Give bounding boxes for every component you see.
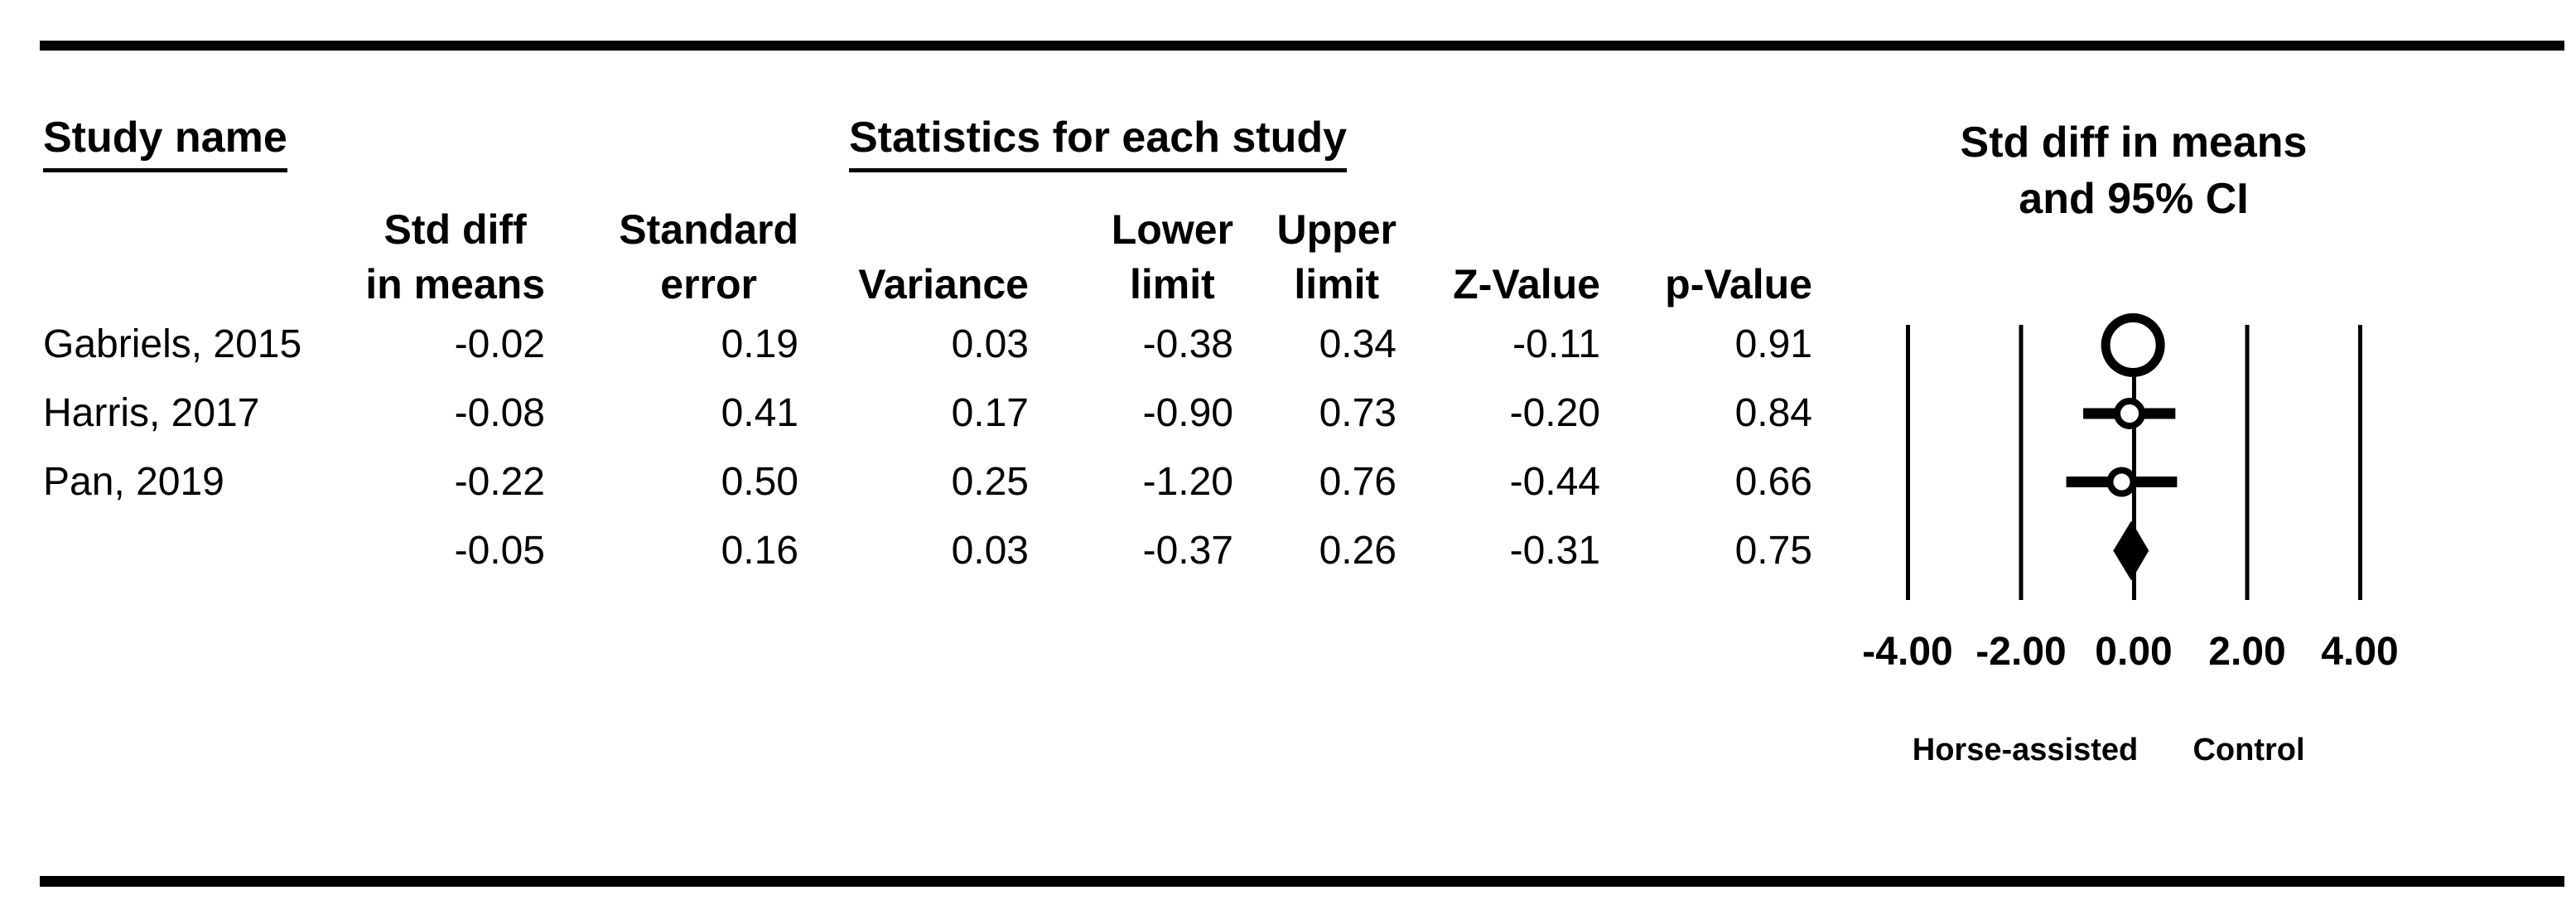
std-diff-value: -0.05 (454, 529, 545, 573)
column-header-variance: Variance (858, 257, 1029, 312)
std-diff-value: -0.22 (454, 460, 545, 504)
upper-limit-value: 0.34 (1319, 322, 1397, 366)
plot-title: Std diff in means and 95% CI (1802, 114, 2465, 227)
bottom-rule (40, 876, 2564, 887)
column-header-line2: limit (1129, 261, 1215, 307)
column-header-line2: error (660, 261, 758, 307)
column-header-line2: p-Value (1665, 261, 1812, 307)
x-tick-label: -4.00 (1862, 630, 1953, 674)
column-header-upper-limit: Upper limit (1277, 202, 1397, 312)
study-table: Gabriels, 2015 -0.02 0.19 0.03 -0.38 0.3… (43, 310, 1812, 585)
overall-diamond-marker (2113, 520, 2149, 581)
favours-right-label: Control (2192, 733, 2305, 767)
z-value: -0.11 (1512, 322, 1600, 366)
study-name: Harris, 2017 (43, 391, 260, 435)
column-header-line2: Z-Value (1453, 261, 1600, 307)
column-header-p-value: p-Value (1665, 257, 1812, 312)
table-row-gabriels-2015: Gabriels, 2015 -0.02 0.19 0.03 -0.38 0.3… (43, 310, 1812, 379)
column-header-line1: Std diff (384, 206, 527, 253)
std-diff-value: -0.02 (454, 322, 545, 366)
x-tick-label: -2.00 (1975, 630, 2067, 674)
plot-title-line1: Std diff in means (1960, 119, 2308, 167)
top-rule (40, 41, 2564, 51)
stats-group-header: Statistics for each study (849, 114, 1348, 172)
standard-error-value: 0.50 (721, 460, 798, 504)
upper-limit-value: 0.73 (1319, 391, 1397, 435)
variance-value: 0.03 (951, 529, 1029, 573)
study-name-header: Study name (43, 114, 287, 172)
lower-limit-value: -0.90 (1142, 391, 1233, 435)
std-diff-value: -0.08 (454, 391, 545, 435)
study-point-marker (2114, 398, 2146, 429)
p-value: 0.66 (1734, 460, 1812, 504)
lower-limit-value: -1.20 (1142, 460, 1233, 504)
stats-group-header-text: Statistics for each study (849, 114, 1348, 172)
column-header-std-diff-in-means: Std diff in means (365, 202, 545, 312)
variance-value: 0.03 (951, 322, 1029, 366)
table-row-overall: -0.05 0.16 0.03 -0.37 0.26 -0.31 0.75 (43, 516, 1812, 585)
column-header-lower-limit: Lower limit (1112, 202, 1233, 312)
study-name: Pan, 2019 (43, 460, 224, 504)
x-tick-label: 2.00 (2208, 630, 2286, 674)
lower-limit-value: -0.38 (1142, 322, 1233, 366)
z-value: -0.31 (1509, 529, 1600, 573)
standard-error-value: 0.19 (721, 322, 798, 366)
table-row-harris-2017: Harris, 2017 -0.08 0.41 0.17 -0.90 0.73 … (43, 379, 1812, 448)
standard-error-value: 0.16 (721, 529, 798, 573)
column-header-line2: Variance (858, 261, 1029, 307)
plot-title-line2: and 95% CI (2019, 175, 2249, 223)
x-tick-label: 4.00 (2321, 630, 2399, 674)
lower-limit-value: -0.37 (1142, 529, 1233, 573)
column-header-z-value: Z-Value (1453, 257, 1600, 312)
upper-limit-value: 0.26 (1319, 529, 1397, 573)
variance-value: 0.25 (951, 460, 1029, 504)
study-point-marker (2101, 313, 2165, 377)
z-value: -0.20 (1509, 391, 1600, 435)
study-name-header-text: Study name (43, 114, 287, 172)
column-header-line1: Upper (1276, 206, 1397, 253)
column-header-line1: Standard (619, 206, 798, 253)
standard-error-value: 0.41 (721, 391, 798, 435)
column-header-line2: in means (365, 261, 545, 307)
column-header-line1: Lower (1111, 206, 1233, 253)
table-row-pan-2019: Pan, 2019 -0.22 0.50 0.25 -1.20 0.76 -0.… (43, 448, 1812, 516)
p-value: 0.75 (1734, 529, 1812, 573)
favours-left-label: Horse-assisted (1912, 733, 2139, 767)
z-value: -0.44 (1509, 460, 1600, 504)
x-tick-label: 0.00 (2095, 630, 2173, 674)
column-header-standard-error: Standard error (619, 202, 798, 312)
variance-value: 0.17 (951, 391, 1029, 435)
p-value: 0.84 (1734, 391, 1812, 435)
upper-limit-value: 0.76 (1319, 460, 1397, 504)
study-name: Gabriels, 2015 (43, 322, 302, 366)
p-value: 0.91 (1734, 322, 1812, 366)
study-point-marker (2106, 467, 2137, 497)
column-header-line2: limit (1294, 261, 1380, 307)
